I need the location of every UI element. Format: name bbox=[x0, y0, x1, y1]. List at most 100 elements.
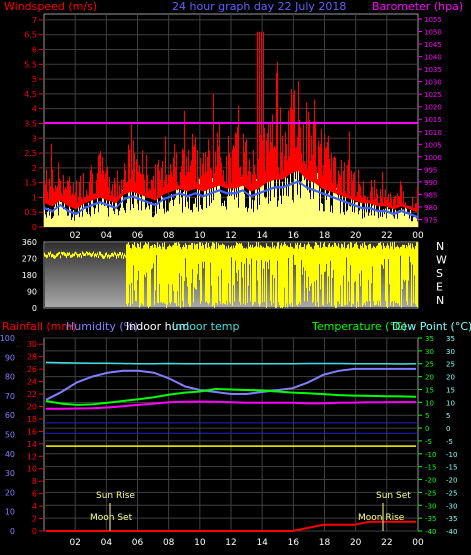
wind-avg-mark bbox=[137, 197, 138, 200]
wind-avg-mark bbox=[59, 204, 60, 207]
wind-tick-label: 6.5 bbox=[24, 31, 37, 40]
wind-avg-mark bbox=[74, 212, 75, 215]
temp-tick-label: -10 bbox=[425, 451, 436, 459]
humidity-tick-label: 40 bbox=[5, 450, 15, 459]
wind-avg-mark bbox=[226, 191, 227, 195]
wind-avg-mark bbox=[296, 180, 297, 184]
wind-avg-mark bbox=[360, 206, 361, 209]
wind-avg-mark bbox=[243, 189, 244, 192]
temp-tick-labels-right: 35 30 25 20 15 10 5 0 -5 -10 -15 -20 -25 -30 -35 -40 bbox=[446, 335, 457, 536]
wind-avg-mark bbox=[186, 194, 187, 198]
dew-point-line bbox=[46, 400, 416, 410]
wind-avg-mark bbox=[122, 199, 123, 202]
wind-avg-mark bbox=[117, 205, 118, 208]
wind-avg-mark bbox=[368, 206, 369, 210]
wind-avg-mark bbox=[218, 189, 219, 192]
baro-tick-label: 1035 bbox=[424, 66, 442, 74]
bottom-x-tick-label: 06 bbox=[132, 538, 144, 548]
wind-avg-mark bbox=[366, 206, 367, 210]
baro-tick-label: 1005 bbox=[424, 141, 442, 149]
wind-avg-mark bbox=[396, 211, 397, 215]
wind-avg-mark bbox=[213, 191, 214, 194]
wind-tick-label: 6 bbox=[32, 46, 37, 55]
wind-avg-mark bbox=[92, 203, 93, 207]
wind-avg-mark bbox=[72, 211, 73, 214]
wind-avg-mark bbox=[80, 209, 81, 212]
wind-avg-mark bbox=[323, 192, 324, 195]
wind-avg-mark bbox=[233, 192, 234, 195]
wind-avg-mark bbox=[284, 185, 285, 188]
wind-tick-label: 5.5 bbox=[24, 60, 37, 69]
rain-tick-label: 14 bbox=[27, 440, 37, 449]
baro-tick-label: 985 bbox=[424, 191, 437, 199]
wind-avg-mark bbox=[62, 205, 63, 208]
wind-avg-mark bbox=[84, 206, 85, 210]
wind-avg-mark bbox=[133, 195, 134, 199]
wind-avg-mark bbox=[247, 192, 248, 195]
wind-tick-label: 2.5 bbox=[24, 149, 37, 158]
wind-avg-mark bbox=[119, 202, 120, 206]
direction-tick-label: 270 bbox=[22, 255, 37, 264]
wind-avg-mark bbox=[365, 206, 366, 210]
wind-avg-mark bbox=[356, 204, 357, 208]
wind-avg-mark bbox=[314, 189, 315, 192]
wind-avg-mark bbox=[136, 196, 137, 200]
wind-avg-mark bbox=[249, 194, 250, 197]
wind-avg-mark bbox=[339, 198, 340, 201]
wind-avg-mark bbox=[385, 209, 386, 213]
wind-avg-mark bbox=[281, 186, 282, 189]
wind-avg-mark bbox=[297, 180, 298, 183]
wind-avg-mark bbox=[205, 194, 206, 197]
dew-tick-label: 25 bbox=[446, 361, 455, 369]
wind-avg-mark bbox=[262, 190, 263, 194]
wind-avg-mark bbox=[78, 211, 79, 214]
wind-avg-mark bbox=[293, 182, 294, 185]
wind-avg-mark bbox=[265, 189, 266, 192]
wind-avg-mark bbox=[287, 184, 288, 187]
wind-avg-mark bbox=[315, 189, 316, 192]
wind-avg-mark bbox=[227, 192, 228, 195]
wind-avg-mark bbox=[348, 201, 349, 205]
indoor-hum-label: Indoor hum bbox=[126, 320, 189, 333]
wind-avg-mark bbox=[103, 202, 104, 205]
wind-avg-mark bbox=[361, 206, 362, 210]
humidity-tick-label: 60 bbox=[5, 411, 15, 420]
wind-avg-mark bbox=[221, 190, 222, 193]
humidity-tick-label: 20 bbox=[5, 488, 15, 497]
wind-avg-mark bbox=[52, 209, 53, 213]
wind-tick-label: 4 bbox=[32, 105, 37, 114]
wind-avg-mark bbox=[204, 194, 205, 197]
barometer-label: Barometer (hpa) bbox=[372, 0, 463, 13]
wind-avg-mark bbox=[49, 208, 50, 212]
wind-avg-mark bbox=[118, 204, 119, 207]
wind-tick-label: 2 bbox=[32, 164, 37, 173]
wind-avg-mark bbox=[116, 206, 117, 209]
wind-avg-mark bbox=[343, 200, 344, 203]
wind-avg-mark bbox=[302, 183, 303, 186]
wind-avg-mark bbox=[246, 191, 247, 195]
wind-avg-mark bbox=[372, 207, 373, 211]
rainfall-label: Rainfall (mm) bbox=[2, 320, 76, 333]
dew-tick-label: 15 bbox=[446, 386, 455, 394]
wind-avg-mark bbox=[401, 209, 402, 213]
wind-avg-mark bbox=[290, 183, 291, 186]
wind-avg-mark bbox=[125, 197, 126, 200]
wind-avg-mark bbox=[272, 186, 273, 190]
wind-avg-mark bbox=[255, 193, 256, 196]
wind-avg-mark bbox=[310, 187, 311, 191]
wind-avg-mark bbox=[253, 194, 254, 197]
wind-avg-mark bbox=[380, 209, 381, 213]
wind-avg-mark bbox=[235, 191, 236, 195]
wind-avg-mark bbox=[217, 189, 218, 193]
wind-avg-mark bbox=[353, 203, 354, 207]
wind-avg-mark bbox=[154, 203, 155, 206]
wind-avg-mark bbox=[252, 194, 253, 197]
wind-avg-mark bbox=[415, 215, 416, 218]
wind-avg-mark bbox=[102, 201, 103, 205]
wind-avg-mark bbox=[203, 194, 204, 198]
wind-tick-label: 7 bbox=[32, 16, 37, 25]
wind-avg-mark bbox=[123, 198, 124, 201]
wind-avg-mark bbox=[190, 193, 191, 197]
wind-avg-mark bbox=[307, 186, 308, 189]
wind-avg-mark bbox=[409, 212, 410, 216]
